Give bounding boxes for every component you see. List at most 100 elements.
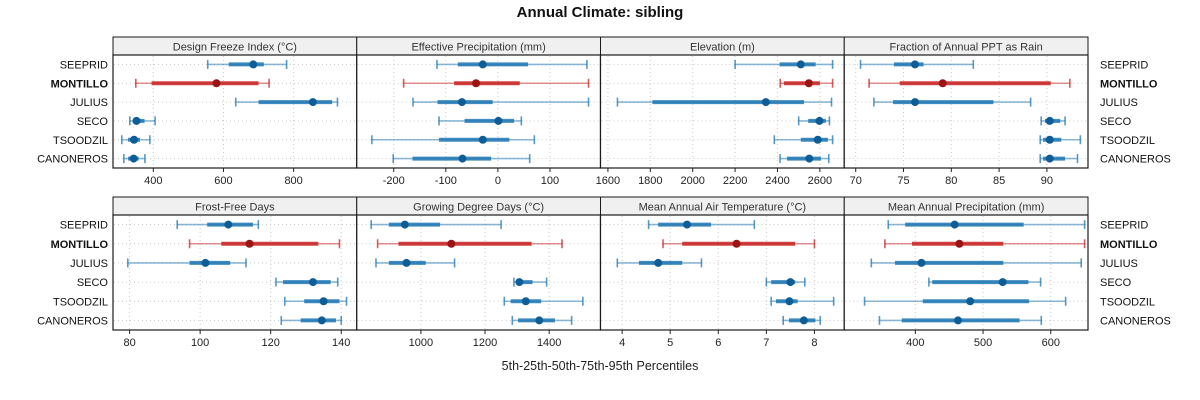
tick-label: 7 bbox=[763, 337, 769, 349]
panel-border bbox=[843, 214, 1089, 331]
tick-label: 800 bbox=[284, 175, 302, 187]
median-dot bbox=[785, 297, 794, 306]
panel-border bbox=[843, 54, 1089, 169]
median-dot bbox=[130, 135, 139, 144]
tick-label: 1000 bbox=[409, 337, 433, 349]
median-dot bbox=[966, 297, 975, 306]
median-dot bbox=[654, 258, 663, 267]
plot-area bbox=[113, 55, 357, 168]
category-label-left: TSOODZIL bbox=[53, 296, 108, 308]
chart-title: Annual Climate: sibling bbox=[516, 4, 684, 21]
median-dot bbox=[402, 258, 411, 267]
median-dot bbox=[955, 239, 964, 248]
tick-label: 2600 bbox=[808, 175, 832, 187]
median-dot bbox=[910, 60, 919, 69]
plot-area bbox=[113, 215, 357, 330]
median-dot bbox=[813, 135, 822, 144]
category-label-left: CANONEROS bbox=[37, 315, 108, 327]
median-dot bbox=[950, 220, 959, 229]
tick-label: 1800 bbox=[638, 175, 662, 187]
tick-label: 100 bbox=[191, 337, 209, 349]
median-dot bbox=[799, 316, 808, 325]
tick-label: 6 bbox=[715, 337, 721, 349]
median-dot bbox=[1045, 135, 1054, 144]
median-dot bbox=[245, 239, 254, 248]
tick-label: 80 bbox=[945, 175, 957, 187]
panel-title: Elevation (m) bbox=[690, 42, 755, 54]
category-label-left: JULIUS bbox=[70, 97, 108, 109]
tick-label: 400 bbox=[144, 175, 162, 187]
median-dot bbox=[521, 297, 530, 306]
tick-label: 2000 bbox=[680, 175, 704, 187]
category-label-right: MONTILLO bbox=[1100, 239, 1158, 251]
category-label-left: SEEPRID bbox=[60, 220, 108, 232]
tick-label: 600 bbox=[1042, 337, 1060, 349]
plot-area bbox=[844, 55, 1088, 168]
panel-title: Effective Precipitation (mm) bbox=[411, 42, 545, 54]
tick-label: -100 bbox=[435, 175, 457, 187]
median-dot bbox=[796, 60, 805, 69]
tick-label: 8 bbox=[811, 337, 817, 349]
panel-title: Design Freeze Index (°C) bbox=[173, 42, 297, 54]
median-dot bbox=[132, 116, 141, 125]
tick-label: 80 bbox=[123, 337, 135, 349]
x-axis-caption: 5th-25th-50th-75th-95th Percentiles bbox=[501, 359, 699, 373]
tick-label: 5 bbox=[667, 337, 673, 349]
median-dot bbox=[317, 316, 326, 325]
median-dot bbox=[938, 79, 947, 88]
median-dot bbox=[494, 116, 503, 125]
tick-label: 500 bbox=[974, 337, 992, 349]
category-label-left: JULIUS bbox=[70, 258, 108, 270]
median-dot bbox=[732, 239, 741, 248]
plot-area bbox=[844, 215, 1088, 330]
category-label-right: CANONEROS bbox=[1100, 315, 1171, 327]
tick-label: 100 bbox=[541, 175, 559, 187]
median-dot bbox=[400, 220, 409, 229]
tick-label: 90 bbox=[1041, 175, 1053, 187]
median-dot bbox=[129, 154, 138, 163]
category-label-right: TSOODZIL bbox=[1100, 135, 1155, 147]
median-dot bbox=[1045, 116, 1054, 125]
plot-area bbox=[600, 55, 845, 168]
tick-label: 2200 bbox=[723, 175, 747, 187]
median-dot bbox=[478, 60, 487, 69]
category-label-right: SECO bbox=[1100, 116, 1132, 128]
category-label-left: MONTILLO bbox=[51, 78, 109, 90]
tick-label: 4 bbox=[619, 337, 625, 349]
plot-area bbox=[600, 215, 845, 330]
median-dot bbox=[249, 60, 258, 69]
plot-area bbox=[356, 215, 601, 330]
median-dot bbox=[761, 98, 770, 107]
category-label-right: MONTILLO bbox=[1100, 78, 1158, 90]
plot-area bbox=[356, 55, 601, 168]
tick-label: 140 bbox=[332, 337, 350, 349]
panel-title: Mean Annual Precipitation (mm) bbox=[888, 202, 1045, 214]
median-dot bbox=[804, 79, 813, 88]
panel-title: Growing Degree Days (°C) bbox=[413, 202, 544, 214]
median-dot bbox=[201, 258, 210, 267]
tick-label: 1200 bbox=[473, 337, 497, 349]
category-label-left: SECO bbox=[77, 116, 109, 128]
tick-label: 400 bbox=[906, 337, 924, 349]
category-label-left: MONTILLO bbox=[51, 239, 109, 251]
tick-label: 1600 bbox=[596, 175, 620, 187]
median-dot bbox=[535, 316, 544, 325]
median-dot bbox=[212, 79, 221, 88]
tick-label: 0 bbox=[495, 175, 501, 187]
category-label-right: TSOODZIL bbox=[1100, 296, 1155, 308]
median-dot bbox=[1045, 154, 1054, 163]
tick-label: 1400 bbox=[537, 337, 561, 349]
category-label-left: TSOODZIL bbox=[53, 135, 108, 147]
median-dot bbox=[954, 316, 962, 325]
median-dot bbox=[998, 278, 1007, 287]
panel-title: Mean Annual Air Temperature (°C) bbox=[639, 202, 806, 214]
median-dot bbox=[910, 98, 919, 107]
category-label-right: SEEPRID bbox=[1100, 59, 1148, 71]
median-dot bbox=[447, 239, 456, 248]
tick-label: 600 bbox=[214, 175, 232, 187]
median-dot bbox=[815, 116, 824, 125]
category-label-right: JULIUS bbox=[1100, 258, 1138, 270]
tick-label: 70 bbox=[850, 175, 862, 187]
median-dot bbox=[458, 154, 467, 163]
